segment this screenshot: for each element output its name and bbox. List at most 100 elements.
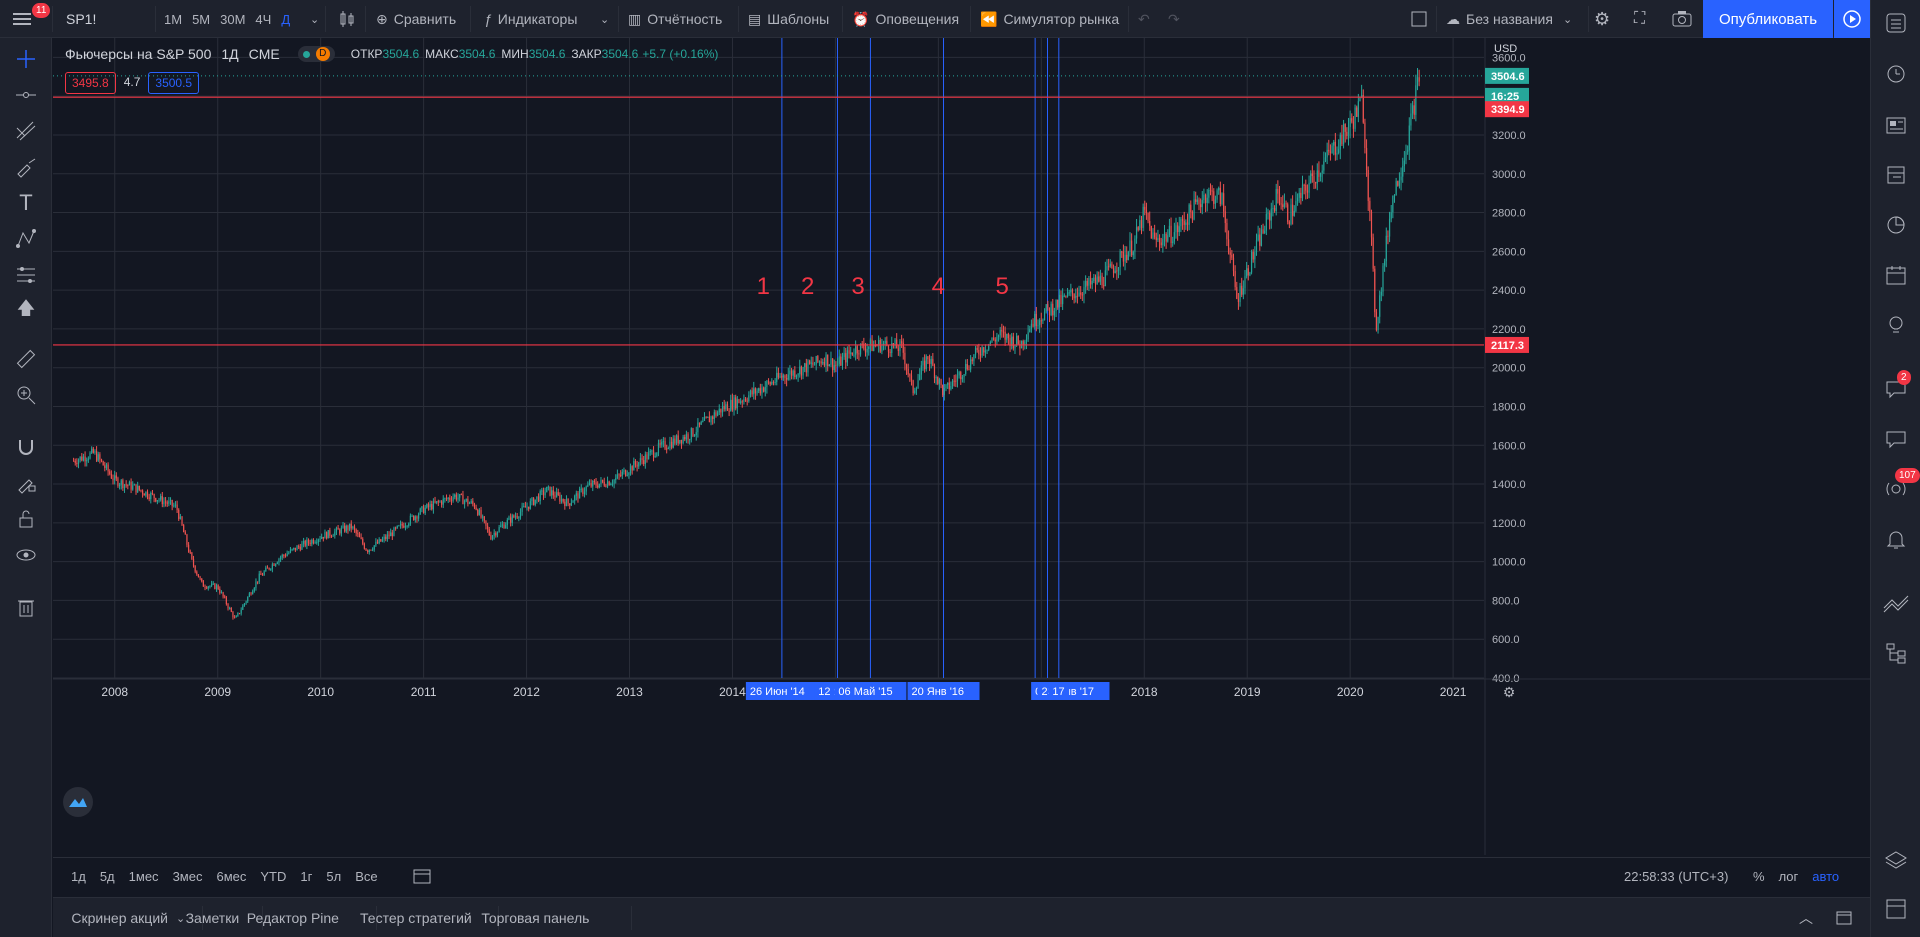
snapshot-camera-icon[interactable] (1672, 0, 1692, 38)
text-tool-icon[interactable]: T (19, 190, 33, 215)
interval-4[interactable]: Д (281, 11, 291, 27)
candle-body (294, 547, 296, 551)
candle-body (1034, 313, 1036, 327)
private-messages-icon[interactable] (1883, 426, 1909, 452)
compare-button[interactable]: ⊕ Сравнить (376, 0, 456, 38)
tradingview-logo-icon[interactable] (63, 787, 93, 817)
range-3[interactable]: 3мес (172, 868, 203, 884)
interval-2[interactable]: 30М (220, 11, 246, 27)
alarm-clock-icon[interactable] (1883, 60, 1909, 86)
prediction-tools-icon[interactable] (13, 262, 39, 288)
chart-type-button[interactable] (338, 0, 356, 38)
magnet-icon[interactable] (13, 434, 39, 460)
indicators-chevron-icon[interactable]: ⌄ (600, 13, 610, 26)
horizontal-ray-icon[interactable] (13, 82, 39, 108)
scale-mode-2[interactable]: авто (1812, 868, 1840, 884)
candle-body (419, 508, 421, 515)
panel-tab-4[interactable]: Торговая панель (481, 910, 590, 926)
candle-body (441, 501, 443, 505)
redo-icon[interactable]: ↷ (1168, 10, 1180, 27)
candle-body (628, 473, 630, 475)
candle-body (380, 539, 382, 542)
layers-icon[interactable] (1883, 848, 1909, 874)
panel-tab-3[interactable]: Тестер стратегий (360, 910, 472, 926)
candle-body (1224, 211, 1226, 223)
scale-mode-0[interactable]: % (1753, 868, 1765, 884)
candle-body (1288, 221, 1290, 225)
menu-button[interactable]: 11 (12, 0, 51, 38)
interval-1[interactable]: 5М (192, 11, 211, 27)
range-1[interactable]: 5д (99, 868, 115, 884)
trading-icon[interactable] (1883, 590, 1909, 616)
publish-button[interactable]: Опубликовать (1703, 0, 1833, 38)
range-6[interactable]: 1г (300, 868, 313, 884)
sell-price-button[interactable]: 3495.8 (65, 72, 116, 94)
symbol-title[interactable]: Фьючерсы на S&P 500 (65, 46, 212, 62)
trash-icon[interactable] (13, 594, 39, 620)
crosshair-icon[interactable] (13, 46, 39, 72)
maximize-panel-icon[interactable] (1836, 898, 1852, 937)
buy-price-button[interactable]: 3500.5 (148, 72, 200, 94)
settings-gear-icon[interactable]: ⚙ (1594, 8, 1611, 29)
help-icon[interactable] (1883, 896, 1909, 922)
interval-dropdown-chevron-icon[interactable]: ⌄ (310, 13, 320, 26)
calendar-icon[interactable] (1883, 262, 1909, 288)
range-0[interactable]: 1д (71, 868, 86, 884)
candle-body (590, 483, 592, 487)
streams-icon[interactable]: 107 (1883, 468, 1920, 502)
layout-toggle-button[interactable] (1410, 0, 1428, 38)
candle-body (882, 343, 885, 345)
layout-name-button[interactable]: ☁ Без названия ⌄ (1446, 0, 1572, 38)
eye-icon[interactable] (13, 542, 39, 568)
chats-icon[interactable]: 2 (1883, 370, 1911, 402)
range-7[interactable]: 5л (326, 868, 342, 884)
clock[interactable]: 22:58:33 (UTC+3) (1624, 868, 1729, 884)
symbol-search[interactable]: SP1! (66, 11, 97, 27)
range-8[interactable]: Все (355, 868, 378, 884)
unlock-icon[interactable] (13, 506, 39, 532)
templates-button[interactable]: ▤ Шаблоны (748, 0, 829, 38)
goto-date-calendar-icon[interactable] (413, 858, 431, 894)
indicators-button[interactable]: ƒ Индикаторы (484, 0, 577, 38)
scale-settings-gear-icon[interactable]: ⚙ (1503, 685, 1516, 701)
hotlist-icon[interactable] (1883, 212, 1909, 238)
candle-body (528, 506, 530, 509)
replay-button[interactable]: ⏪ Симулятор рынка (980, 0, 1119, 38)
candle-body (866, 348, 868, 353)
market-status[interactable]: D (297, 46, 335, 62)
panel-tab-2[interactable]: Редактор Pine (246, 910, 339, 926)
interval-0[interactable]: 1М (164, 11, 183, 27)
interval-3[interactable]: 4Ч (255, 11, 272, 27)
arrow-up-icon[interactable]: 🡅 (16, 298, 36, 318)
fullscreen-icon[interactable]: ⛶ (1634, 10, 1646, 27)
candle-body (514, 516, 517, 518)
panel-tab-1[interactable]: Заметки (185, 910, 240, 926)
undo-icon[interactable]: ↶ (1138, 10, 1150, 27)
range-5[interactable]: YTD (260, 868, 287, 884)
panel-tab-0[interactable]: Скринер акций ⌄ (71, 910, 186, 926)
notifications-bell-icon[interactable] (1883, 526, 1909, 552)
ruler-icon[interactable] (13, 346, 39, 372)
news-icon[interactable] (1883, 112, 1909, 138)
scale-mode-1[interactable]: лог (1778, 868, 1799, 884)
zoom-in-icon[interactable] (13, 382, 39, 408)
ideas-lightbulb-icon[interactable] (1883, 312, 1909, 338)
collapse-panel-chevron-icon[interactable]: ︿ (1799, 910, 1813, 926)
play-button[interactable] (1834, 0, 1870, 38)
range-2[interactable]: 1мес (128, 868, 159, 884)
financials-button[interactable]: ▥ Отчётность (628, 0, 722, 38)
candle-body (746, 400, 748, 402)
marker-label-0: 26 Июн '14 (750, 686, 805, 698)
trend-lines-icon[interactable] (13, 118, 39, 144)
range-4[interactable]: 6мес (216, 868, 247, 884)
candle-body (843, 353, 845, 357)
object-tree-icon[interactable] (1883, 640, 1909, 666)
data-window-icon[interactable] (1883, 162, 1909, 188)
watchlist-icon[interactable] (1883, 10, 1909, 36)
candle-body (468, 502, 471, 504)
patterns-icon[interactable] (13, 226, 39, 252)
brush-icon[interactable] (13, 154, 39, 180)
lock-drawing-icon[interactable] (13, 470, 39, 496)
alerts-button[interactable]: ⏰ Оповещения (852, 0, 959, 38)
